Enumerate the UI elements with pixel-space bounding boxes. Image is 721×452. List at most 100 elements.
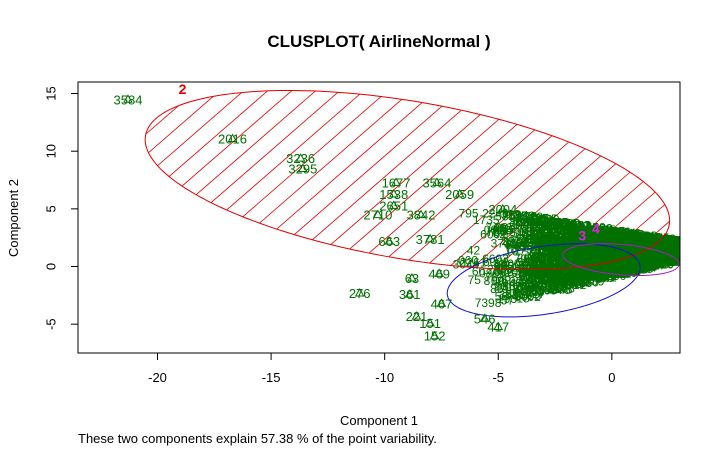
cloud-point-label: 65	[643, 254, 657, 268]
cloud-point-label: 064	[530, 283, 550, 297]
cloud-point-label: 14	[526, 268, 540, 282]
cloud-point-label: 889	[545, 272, 565, 286]
cloud-point-label: 166	[559, 278, 579, 292]
cloud-point-label: 82	[664, 236, 678, 250]
cloud-point-label: 03	[615, 267, 629, 281]
cloud-point-label: 521	[635, 231, 655, 245]
cloud-point-label: 50	[590, 244, 604, 258]
hatch-line	[145, 90, 293, 270]
cloud-point-label: 77	[624, 258, 638, 272]
cloud-point-label: 190	[494, 260, 514, 274]
cloud-point-label: 9110	[654, 255, 680, 269]
cloud-point-label: 074	[657, 242, 677, 256]
cloud-point-label: 97	[574, 223, 588, 237]
cloud-point-label: 6152	[523, 216, 550, 230]
cloud-point-label: 52	[641, 256, 655, 270]
cloud-point-label: 660	[549, 257, 569, 271]
cloud-point-label: 8800	[494, 257, 521, 271]
cloud-point-label: 18	[654, 235, 668, 249]
cloud-point-label: 10	[633, 242, 647, 256]
cloud-point-label: 0784	[562, 248, 589, 262]
cloud-point-label: 854	[627, 258, 647, 272]
cloud-point-label: 7720	[610, 237, 637, 251]
cloud-point-label: 8601	[613, 260, 640, 274]
cloud-point-label: 572	[590, 250, 610, 264]
cloud-point-label: 10	[546, 256, 560, 270]
cloud-point-label: 2948	[652, 243, 679, 257]
cloud-point-label: 02	[659, 236, 673, 250]
cloud-point-label: 346	[662, 247, 682, 261]
cloud-point-label: 48	[645, 250, 659, 264]
cloud-point-label: 5016	[652, 239, 679, 253]
cloud-point-label: 82	[623, 261, 637, 275]
cloud-point-label: 0906	[592, 255, 619, 269]
cloud-point-label: 54	[552, 283, 566, 297]
cloud-point-label: 0490	[648, 245, 675, 259]
cloud-point-label: 7398	[475, 296, 502, 310]
cloud-point-label: 243	[618, 243, 638, 257]
hatch-line	[589, 90, 670, 270]
hatch-line	[325, 90, 533, 270]
cloud-point-label: 6753	[586, 221, 613, 235]
cloud-point-label: 2932	[501, 234, 528, 248]
cloud-point-label: 04	[582, 239, 596, 253]
cloud-point-label: 8350	[529, 233, 556, 247]
cloud-point-label: 87	[613, 261, 627, 275]
point-label: 2004	[488, 202, 517, 217]
cloud-point-label: 07	[664, 233, 678, 247]
cloud-point-label: 4882	[516, 227, 543, 241]
cloud-point-label: 3028	[618, 259, 645, 273]
cloud-point-label: 637	[518, 269, 538, 283]
cloud-point-label: 800	[595, 239, 615, 253]
cloud-point-label: 57	[501, 294, 515, 308]
cloud-point-label: 076	[625, 259, 645, 273]
cloud-point-label: 559	[512, 270, 532, 284]
cloud-point-label: 713	[575, 247, 595, 261]
cloud-point-label: 922	[647, 238, 667, 252]
cloud-point-label: 0985	[594, 231, 621, 245]
cloud-point-label: 8144	[548, 253, 575, 267]
cloud-point-label: 2618	[517, 251, 544, 265]
cloud-point-label: 6631	[594, 251, 621, 265]
cloud-point-label: 0618	[565, 224, 592, 238]
cloud-point-label: 2624	[576, 243, 603, 257]
cloud-point-label: 232	[649, 257, 669, 271]
cloud-point-label: 5984	[566, 233, 593, 247]
x-tick-label: 0	[608, 370, 615, 385]
cloud-point-label: 3044	[453, 258, 480, 272]
cloud-point-label: 7107	[495, 274, 522, 288]
cloud-point-label: 71	[581, 225, 595, 239]
cloud-point-label: 663	[620, 248, 640, 262]
cloud-point-label: 22	[568, 252, 582, 266]
cloud-point-label: 0233	[630, 250, 657, 264]
cloud-point-label: 6954	[641, 235, 668, 249]
cloud-point-label: 855	[636, 255, 656, 269]
cloud-point-label: 76	[648, 253, 662, 267]
cloud-point-label: 3308	[631, 258, 658, 272]
cloud-point-label: 9821	[635, 242, 662, 256]
cloud-point-label: 103	[524, 285, 544, 299]
cloud-point-label: 295	[649, 244, 669, 258]
cloud-point-label: 771	[650, 248, 670, 262]
cloud-point-label: 914	[637, 246, 657, 260]
cloud-point-label: 588	[627, 254, 647, 268]
cloud-point-label: 9638	[548, 272, 575, 286]
cloud-point-label: 793	[514, 252, 534, 266]
cloud-point-label: 38	[662, 252, 676, 266]
cloud-point-label: 322	[501, 208, 521, 222]
cloud-point-label: 46	[595, 254, 609, 268]
cloud-point-label: 7899	[570, 244, 597, 258]
cloud-point-label: 48	[538, 232, 552, 246]
cloud-point-label: 069	[532, 250, 552, 264]
cloud-point-label: 5936	[558, 244, 585, 258]
cloud-point-label: 648	[582, 270, 602, 284]
cloud-point-label: 474	[635, 229, 655, 243]
cloud-point-label: 9262	[636, 238, 663, 252]
cloud-point-label: 484	[580, 251, 600, 265]
y-tick-label: 5	[43, 205, 58, 212]
cloud-point-label: 6996	[581, 223, 608, 237]
y-axis-label: Component 2	[6, 179, 21, 257]
cloud-point-label: 914	[550, 251, 570, 265]
cloud-point-label: 11	[656, 253, 669, 267]
cloud-point-label: 9299	[638, 249, 665, 263]
